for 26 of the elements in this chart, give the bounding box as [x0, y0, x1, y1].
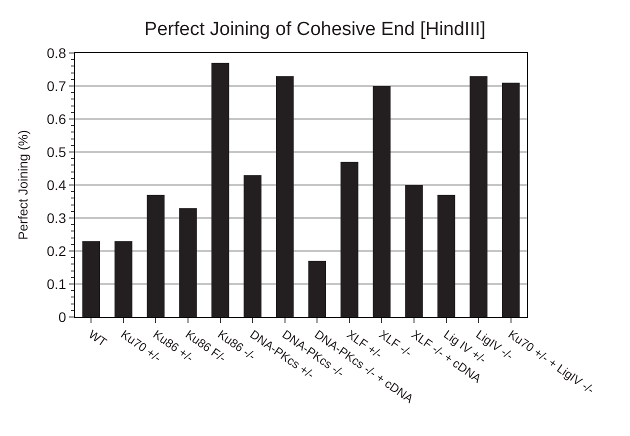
bar: [308, 260, 326, 317]
y-axis-title: Perfect Joining (%): [16, 130, 31, 240]
y-tick-label: 0.5: [46, 144, 66, 160]
bar: [276, 76, 294, 317]
bar: [211, 62, 230, 317]
y-tick-label: 0: [58, 308, 66, 325]
y-tick-label: 0.4: [46, 176, 66, 193]
bar: [372, 86, 391, 317]
y-tick-label: 0.8: [46, 44, 66, 61]
bar: [179, 208, 197, 317]
bar: [502, 82, 520, 317]
y-tick-label: 0.6: [46, 110, 66, 127]
chart-title: Perfect Joining of Cohesive End [HindIII]: [144, 19, 486, 40]
bar: [244, 175, 262, 317]
bar: [146, 194, 165, 317]
bar: [405, 185, 423, 317]
bar: [82, 241, 100, 317]
bar: [470, 76, 488, 317]
y-tick-label: 0.1: [46, 276, 66, 292]
y-tick-label: 0.3: [46, 210, 66, 226]
x-tick-label: WT: [86, 327, 110, 350]
bar: [340, 162, 358, 317]
y-tick-label: 0.7: [46, 78, 66, 94]
bar: [114, 241, 132, 317]
y-tick-label: 0.2: [46, 242, 66, 259]
bar: [437, 194, 456, 317]
